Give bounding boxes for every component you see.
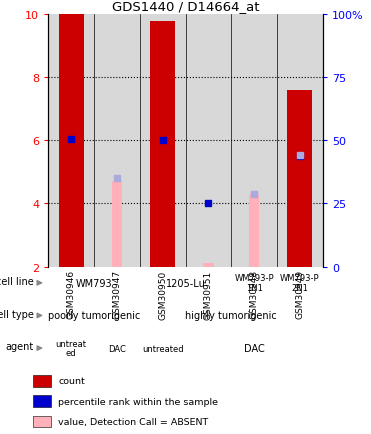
Text: poorly tumorigenic: poorly tumorigenic xyxy=(48,311,140,321)
Bar xyxy=(33,375,51,387)
Text: cell line: cell line xyxy=(0,276,33,286)
Text: percentile rank within the sample: percentile rank within the sample xyxy=(58,397,218,406)
Text: 1205-Lu: 1205-Lu xyxy=(165,278,206,288)
Bar xyxy=(287,91,312,267)
Bar xyxy=(33,416,51,427)
Text: value, Detection Call = ABSENT: value, Detection Call = ABSENT xyxy=(58,417,208,426)
Bar xyxy=(203,264,214,267)
Text: cell type: cell type xyxy=(0,309,33,319)
Text: WM793-P
1N1: WM793-P 1N1 xyxy=(234,274,274,293)
Text: WM793: WM793 xyxy=(76,278,112,288)
Text: DAC: DAC xyxy=(244,343,265,353)
Text: WM793-P
2N1: WM793-P 2N1 xyxy=(280,274,320,293)
Title: GDS1440 / D14664_at: GDS1440 / D14664_at xyxy=(112,0,259,13)
Bar xyxy=(33,395,51,407)
Bar xyxy=(59,15,84,267)
Text: untreated: untreated xyxy=(142,344,183,353)
Text: agent: agent xyxy=(5,342,33,352)
Text: highly tumorigenic: highly tumorigenic xyxy=(186,311,277,321)
Text: DAC: DAC xyxy=(108,344,126,353)
Text: untreat
ed: untreat ed xyxy=(56,339,86,358)
Bar xyxy=(150,21,175,267)
Text: count: count xyxy=(58,377,85,385)
Bar xyxy=(249,194,259,267)
Bar xyxy=(112,182,122,267)
